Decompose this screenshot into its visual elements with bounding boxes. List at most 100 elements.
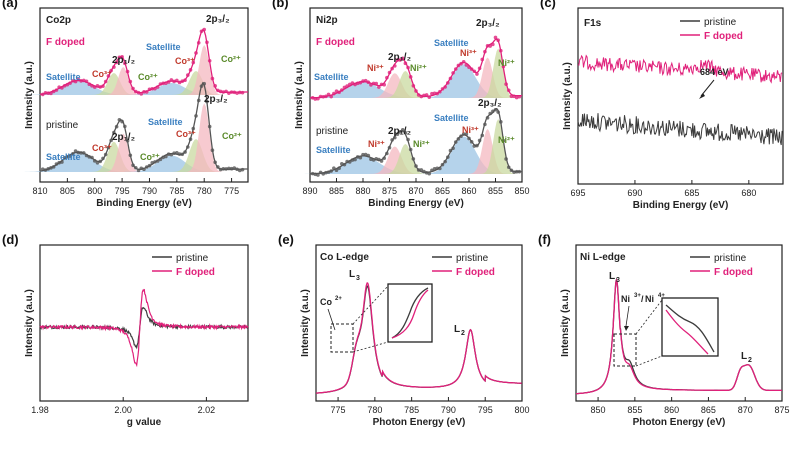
x-tick-label: 1.98	[31, 405, 49, 415]
pristine-data-point	[62, 155, 67, 160]
pristine-data-point	[366, 153, 371, 158]
panel-label: (f)	[538, 232, 551, 247]
pristine-data-point	[337, 166, 341, 171]
inset-frame	[661, 297, 719, 357]
f-doped-data-point	[81, 78, 86, 83]
ni3-label: Ni³⁺	[462, 125, 479, 135]
f-doped-data-point	[131, 86, 135, 91]
x-tick-label: 875	[382, 186, 397, 196]
pristine-data-point	[395, 132, 400, 137]
f-doped-data-point	[451, 71, 455, 75]
f-doped-data-point	[499, 48, 503, 53]
f-doped-data-point	[76, 77, 81, 82]
pristine-data-point	[76, 150, 81, 155]
ni3-label: Ni³⁺	[367, 63, 384, 73]
pristine-data-point	[332, 166, 336, 170]
f-doped-data-point	[103, 79, 108, 84]
pristine-data-point	[142, 167, 146, 172]
pristine-data-point	[139, 166, 144, 171]
co2-fill	[87, 141, 141, 172]
x-tick-label: 880	[355, 186, 370, 196]
inset-pristine-line	[665, 304, 715, 353]
f-doped-data-point	[395, 58, 400, 62]
f-doped-data-point	[321, 94, 326, 99]
pristine-data-point	[133, 165, 138, 170]
f-doped-data-point	[461, 59, 466, 64]
p32-label: 2p₃/₂	[476, 18, 500, 29]
ni-pointer-head	[624, 326, 629, 331]
co3-fill	[182, 45, 226, 95]
pristine-data-point	[227, 166, 231, 171]
x-tick-label: 790	[142, 186, 157, 196]
legend-label-f-doped: F doped	[176, 267, 215, 278]
x-tick-label: 870	[408, 186, 423, 196]
x-tick-label: 800	[514, 405, 529, 415]
zoom-connector	[352, 341, 389, 353]
x-tick-label: 790	[441, 405, 456, 415]
p12-label: 2p₁/₂	[112, 132, 135, 143]
ni2-fill	[477, 119, 519, 174]
pristine-data-point	[453, 140, 458, 144]
series-label-f-doped: F doped	[316, 37, 355, 48]
x-tick-label: 875	[774, 405, 789, 415]
f-doped-data-point	[313, 97, 318, 101]
pristine-data-point	[172, 151, 176, 155]
pristine-data-point	[71, 151, 75, 156]
pristine-data-point	[318, 170, 323, 175]
f-doped-data-point	[194, 51, 198, 55]
pristine-data-point	[235, 167, 239, 172]
f-doped-line	[576, 278, 782, 395]
pristine-data-point	[496, 110, 500, 114]
pristine-data-point	[506, 165, 511, 170]
x-tick-label: 680	[741, 188, 756, 198]
satellite-label: Satellite	[434, 38, 469, 48]
f-doped-data-point	[366, 80, 371, 85]
x-tick-label: 855	[488, 186, 503, 196]
satellite-fill	[412, 64, 515, 98]
pristine-data-point	[237, 168, 242, 173]
f-doped-data-point	[51, 89, 56, 94]
pristine-data-point	[207, 124, 212, 129]
ni3-label: Ni³⁺	[460, 48, 477, 58]
co3-label: Co³⁺	[92, 143, 112, 153]
panel-title: F1s	[584, 18, 602, 29]
l2-subscript: 2	[461, 330, 465, 337]
x-tick-label: 810	[32, 186, 47, 196]
f-doped-data-point	[358, 80, 363, 85]
f-doped-data-point	[363, 78, 368, 83]
pristine-data-point	[467, 136, 471, 141]
f-doped-data-point	[379, 82, 384, 87]
legend-label-f-doped: F doped	[704, 31, 743, 42]
f-doped-data-point	[329, 94, 334, 99]
pristine-data-point	[188, 137, 193, 141]
pristine-data-point	[358, 155, 363, 160]
x-tick-label: 890	[302, 186, 317, 196]
satellite-fill	[291, 156, 435, 174]
f-doped-data-point	[504, 82, 508, 86]
pristine-data-point	[232, 166, 237, 170]
pristine-data-point	[350, 158, 355, 162]
f-doped-data-point	[435, 91, 440, 96]
f-doped-data-point	[318, 94, 323, 99]
f-doped-data-point	[332, 91, 336, 96]
pristine-data-point	[514, 169, 519, 174]
ni3-label: Ni³⁺	[368, 139, 385, 149]
f-doped-data-point	[237, 90, 242, 95]
pristine-data-point	[475, 143, 479, 148]
pristine-data-point	[448, 148, 453, 153]
pristine-data-point	[199, 84, 204, 88]
pristine-data-point	[196, 98, 201, 103]
pristine-data-point	[175, 151, 179, 155]
pristine-data-point	[153, 160, 157, 164]
satellite-fill	[113, 155, 229, 172]
pristine-data-point	[169, 152, 174, 157]
x-axis-label: Photon Energy (eV)	[633, 417, 726, 428]
f-doped-data-point	[142, 90, 146, 94]
satellite-label: Satellite	[314, 72, 349, 82]
satellite-fill	[113, 83, 229, 95]
x-tick-label: 850	[514, 186, 529, 196]
x-axis-label: Binding Energy (eV)	[633, 200, 729, 211]
y-axis-label: Intensity (a.u.)	[562, 62, 573, 130]
pristine-data-point	[342, 162, 347, 167]
f-doped-data-point	[175, 78, 179, 83]
